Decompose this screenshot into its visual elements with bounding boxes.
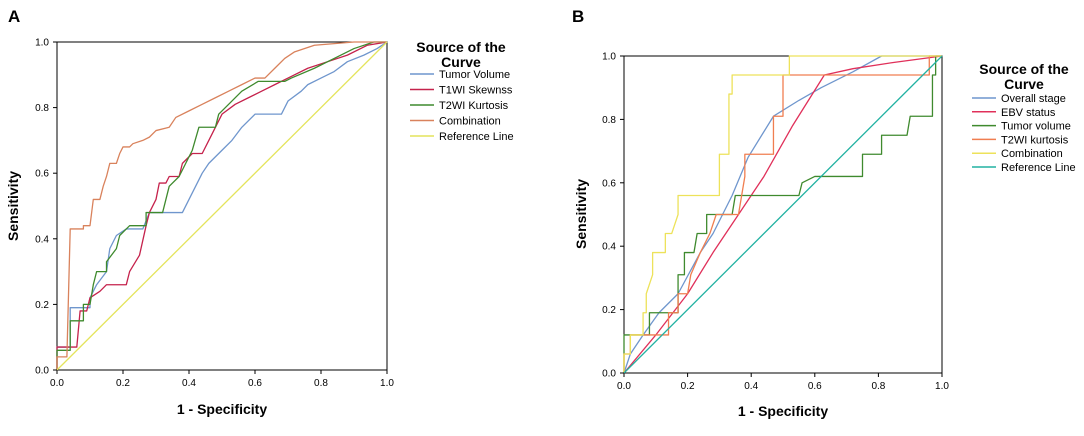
series-group-b xyxy=(623,55,943,374)
legend-title-a-line2: Curve xyxy=(441,54,481,70)
legend-label-ebv-status: EBV status xyxy=(1001,107,1056,119)
x-tick-label: 0.6 xyxy=(808,381,822,392)
panel-b: B 0.0 0.2 0.4 0.6 0.8 1.0 0.00.20.40.60.81.0 … xyxy=(572,7,1076,419)
x-ticks-b: 0.0 0.2 0.4 0.6 0.8 1.0 xyxy=(617,373,949,392)
x-axis-title-a: 1 - Specificity xyxy=(177,401,267,417)
plot-area-b xyxy=(623,55,943,374)
legend-label-tumor-volume: Tumor Volume xyxy=(439,69,510,81)
y-tick-label: 0.0 xyxy=(35,366,49,377)
legend-label-overall-stage: Overall stage xyxy=(1001,93,1066,105)
legend-a: Source of the Curve Tumor Volume T1WI Ske… xyxy=(410,39,514,143)
legend-label-reference-line: Reference Line xyxy=(439,131,514,143)
x-tick-label: 0.8 xyxy=(871,381,885,392)
legend-title-a-line1: Source of the xyxy=(416,39,506,55)
x-tick-label: 0.4 xyxy=(182,378,196,389)
y-tick-label: 0.0 xyxy=(602,369,616,380)
x-tick-label: 0.8 xyxy=(314,378,328,389)
legend-label-combination: Combination xyxy=(439,116,501,128)
legend-b: Source of the Curve Overall stage EBV sta… xyxy=(972,61,1076,174)
x-tick-label: 0.6 xyxy=(248,378,262,389)
legend-title-b-line2: Curve xyxy=(1004,76,1044,92)
legend-label-tumor-volume: Tumor volume xyxy=(1001,121,1071,133)
y-tick-label: 1.0 xyxy=(602,52,616,63)
series-group-a xyxy=(56,41,388,371)
y-tick-label: 0.2 xyxy=(35,300,49,311)
x-tick-label: 0.2 xyxy=(116,378,130,389)
legend-label-reference-line: Reference Line xyxy=(1001,162,1076,174)
series-line-reference-line xyxy=(623,55,943,374)
x-tick-label: 0.4 xyxy=(744,381,758,392)
y-tick-label: 0.8 xyxy=(602,115,616,126)
legend-label-t2wi-kurtosis: T2WI kurtosis xyxy=(1001,134,1069,146)
y-tick-label: 0.2 xyxy=(602,305,616,316)
y-ticks-b: 0.0 0.2 0.4 0.6 0.8 1.0 xyxy=(602,52,624,380)
legend-title-b-line1: Source of the xyxy=(979,61,1069,77)
x-tick-label: 0.0 xyxy=(617,381,631,392)
x-tick-label: 0.2 xyxy=(681,381,695,392)
series-line-reference-line xyxy=(56,41,388,371)
y-tick-label: 0.4 xyxy=(602,242,616,253)
axes-frame-b xyxy=(623,55,943,374)
series-line-combination xyxy=(623,55,942,373)
x-tick-label: 1.0 xyxy=(380,378,394,389)
y-axis-title-b: Sensitivity xyxy=(573,179,589,249)
series-line-tumor-volume xyxy=(623,55,942,373)
series-line-ebv-status xyxy=(623,55,943,374)
x-tick-label: 1.0 xyxy=(935,381,949,392)
x-axis-title-b: 1 - Specificity xyxy=(738,403,828,419)
series-line-t2wi-kurtosis xyxy=(56,41,387,370)
y-tick-label: 0.8 xyxy=(35,103,49,114)
y-tick-label: 0.6 xyxy=(35,169,49,180)
panel-label-b: B xyxy=(572,7,584,26)
y-tick-label: 0.6 xyxy=(602,178,616,189)
x-tick-label: 0.0 xyxy=(50,378,64,389)
plot-area-a xyxy=(56,41,388,371)
legend-items-a: Tumor Volume T1WI Skewnss T2WI Kurtosis Com… xyxy=(410,69,514,143)
legend-label-combination: Combination xyxy=(1001,148,1063,160)
panel-label-a: A xyxy=(8,7,20,26)
series-line-combination xyxy=(56,41,387,370)
y-ticks-a: 0.0 0.2 0.4 0.6 0.8 1.0 xyxy=(35,38,57,377)
y-tick-label: 0.4 xyxy=(35,234,49,245)
x-ticks-a: 0.0 0.2 0.4 0.6 0.8 1.0 xyxy=(50,370,394,389)
legend-label-t2wi-kurtosis: T2WI Kurtosis xyxy=(439,100,509,112)
axes-frame-a xyxy=(56,41,388,371)
series-line-overall-stage xyxy=(623,55,942,374)
legend-items-b: Overall stage EBV status Tumor volumeT2WI … xyxy=(972,93,1076,174)
y-axis-title-a: Sensitivity xyxy=(5,171,21,241)
panel-a: A 0.0 0.2 0.4 0.6 0.8 1.0 0.00.20.40.60.81.0 … xyxy=(5,7,514,417)
legend-label-t1wi-skewnss: T1WI Skewnss xyxy=(439,85,513,97)
y-tick-label: 1.0 xyxy=(35,38,49,49)
